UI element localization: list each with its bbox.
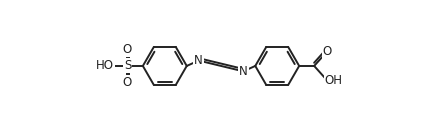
Text: OH: OH	[324, 74, 342, 87]
Text: O: O	[122, 76, 132, 89]
Text: HO: HO	[95, 59, 113, 72]
Text: S: S	[124, 59, 131, 72]
Text: N: N	[194, 54, 203, 67]
Text: N: N	[238, 65, 247, 78]
Text: O: O	[322, 45, 331, 58]
Text: O: O	[122, 43, 132, 56]
